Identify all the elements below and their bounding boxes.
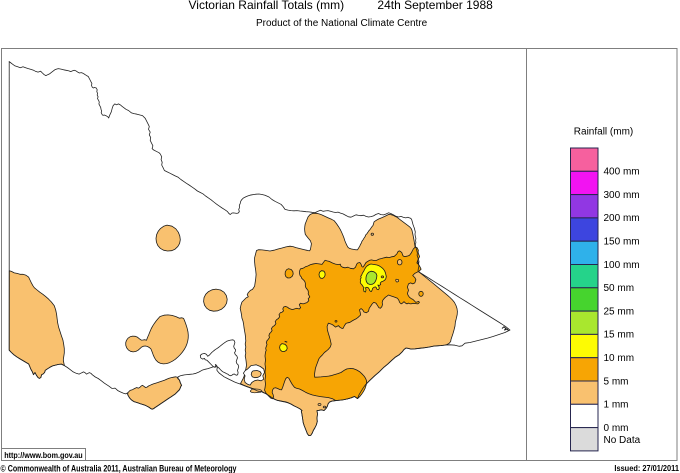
svg-text:1 mm: 1 mm — [604, 400, 629, 411]
svg-text:100 mm: 100 mm — [604, 260, 640, 271]
svg-text:300 mm: 300 mm — [604, 190, 640, 201]
svg-text:15 mm: 15 mm — [604, 330, 635, 341]
svg-text:0 mm: 0 mm — [604, 423, 629, 434]
svg-text:400 mm: 400 mm — [604, 167, 640, 178]
svg-text:5 mm: 5 mm — [604, 376, 629, 387]
svg-text:10 mm: 10 mm — [604, 353, 635, 364]
svg-text:150 mm: 150 mm — [604, 237, 640, 248]
svg-text:24th September 1988: 24th September 1988 — [377, 0, 493, 12]
svg-text:Victorian Rainfall Totals (mm): Victorian Rainfall Totals (mm) — [189, 0, 345, 12]
svg-text:200 mm: 200 mm — [604, 213, 640, 224]
svg-text:Product of the National Climat: Product of the National Climate Centre — [256, 18, 428, 29]
svg-text:25 mm: 25 mm — [604, 306, 635, 317]
svg-text:http://www.bom.gov.au: http://www.bom.gov.au — [4, 450, 83, 460]
svg-text:Rainfall (mm): Rainfall (mm) — [574, 126, 633, 137]
svg-text:No Data: No Data — [604, 435, 641, 446]
svg-text:© Commonwealth of Australia 20: © Commonwealth of Australia 2011, Austra… — [1, 463, 237, 473]
svg-text:Issued: 27/01/2011: Issued: 27/01/2011 — [614, 463, 679, 473]
svg-text:50 mm: 50 mm — [604, 283, 635, 294]
